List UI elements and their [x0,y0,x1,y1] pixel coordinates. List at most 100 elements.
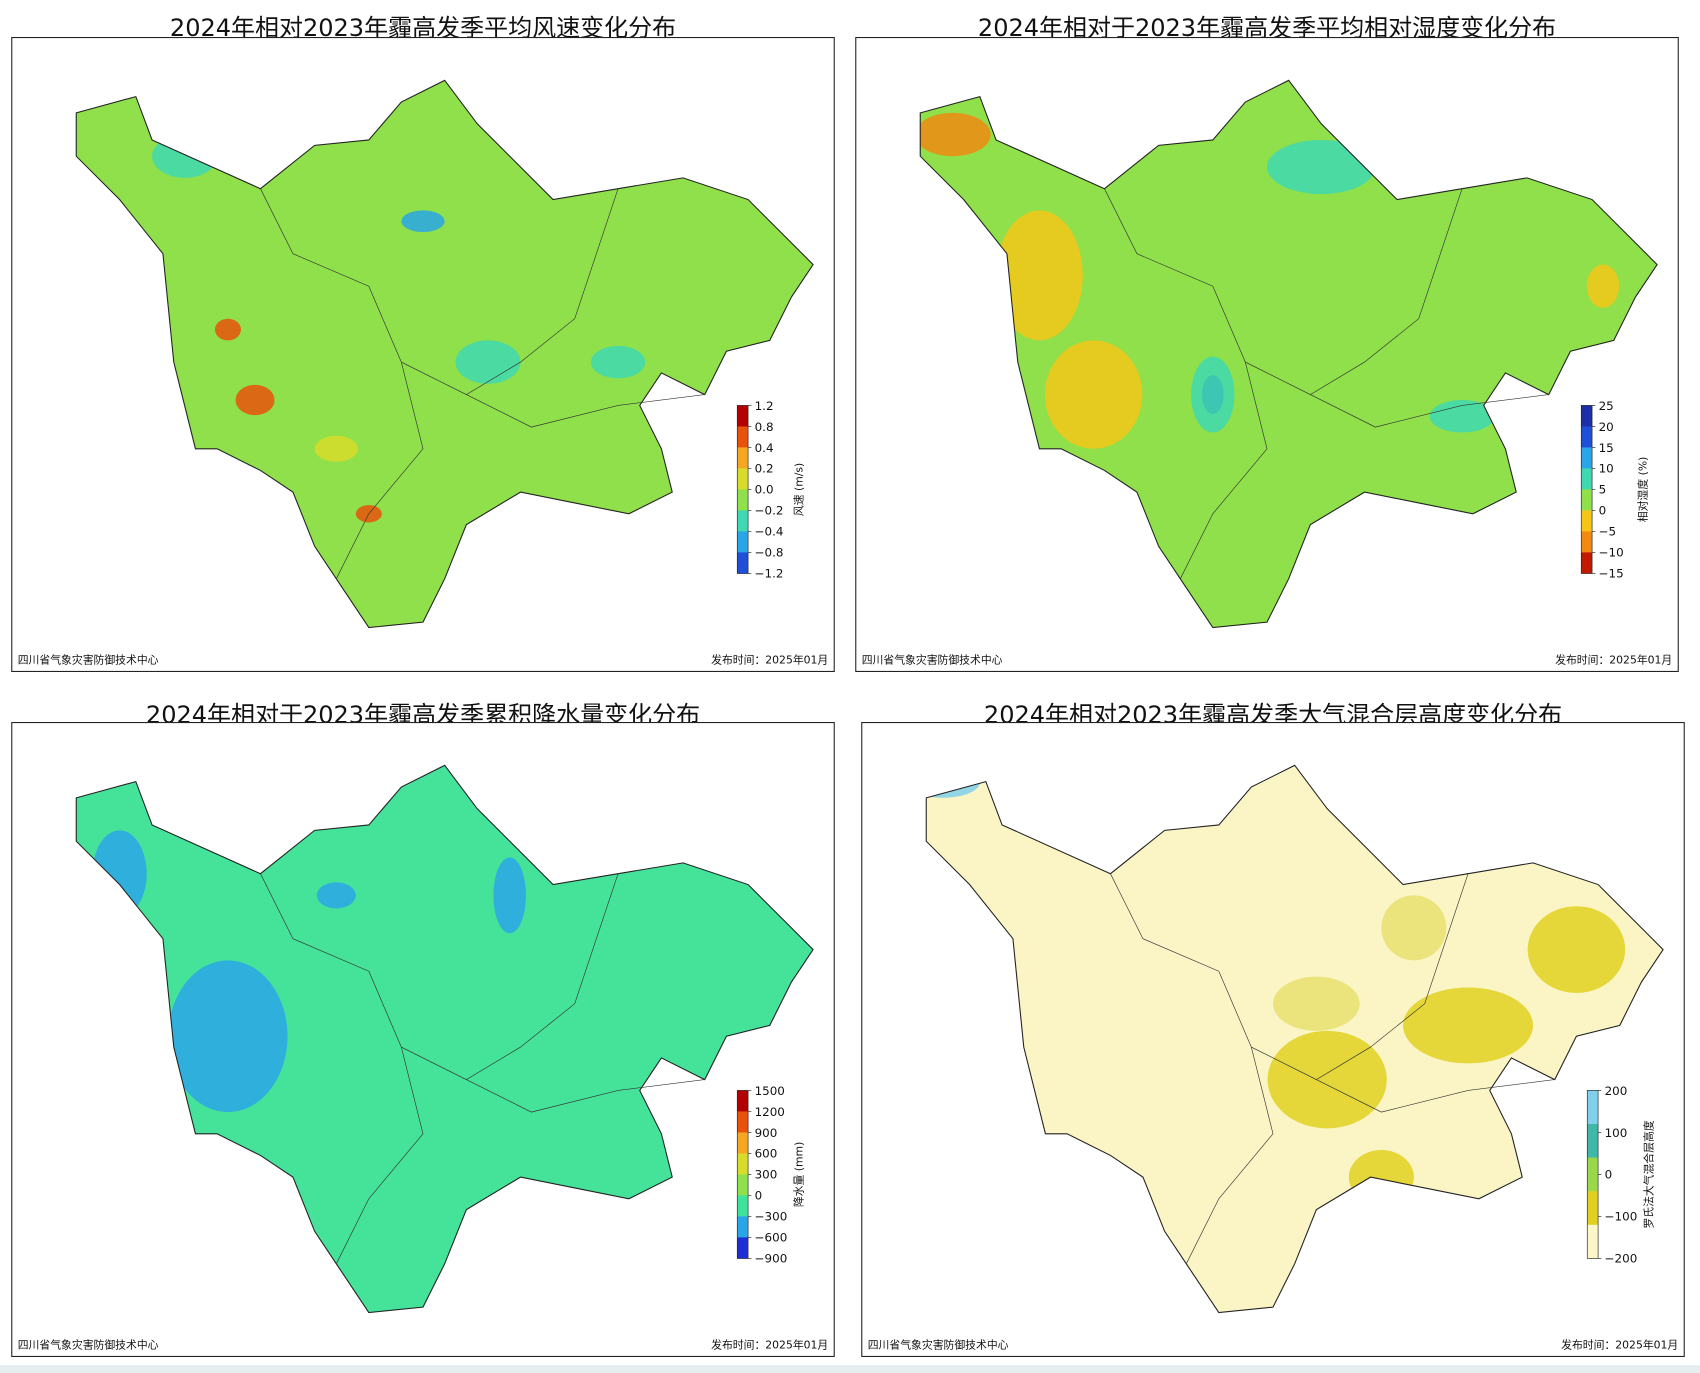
shading-patch [1044,340,1143,449]
colorbar-tick-label: 10 [1599,462,1614,476]
colorbar-tick-label: −0.4 [755,525,784,539]
colorbar-tick-label: −5 [1599,525,1617,539]
colorbar-tick-label: −15 [1599,567,1624,581]
city-border [1316,1079,1555,1113]
map-panel: 1500 1200 900 600 300 0 −300 −600 −900 降水量 (mm) 四川… [11,722,835,1357]
colorbar-segment [737,1090,749,1112]
footer-right: 发布时间：2025年01月 [711,652,828,666]
shading-patch [1381,895,1447,961]
city-border [1110,873,1469,1080]
colorbar-tick-label: 0.2 [755,462,774,476]
footer-left: 四川省气象灾害防御技术中心 [862,652,1003,666]
colorbar-tick-label: −300 [755,1210,788,1224]
colorbar-segment [737,1216,749,1238]
footer-right: 发布时间：2025年01月 [1555,652,1672,666]
colorbar-label: 罗氏法大气混合层高度 [1641,1120,1655,1228]
colorbar-segment [1587,1124,1599,1158]
footer-left: 四川省气象灾害防御技术中心 [18,652,159,666]
colorbar-tick-label: 100 [1605,1126,1628,1140]
shading-patch [1586,264,1620,308]
shading-patch [168,960,288,1113]
city-border [336,1047,424,1264]
colorbar-tick-label: 25 [1599,399,1614,413]
shading-patch [214,318,241,341]
colorbar-segment [1581,531,1593,553]
colorbar-segment [1581,510,1593,532]
colorbar-segment [737,1111,749,1133]
city-border [466,394,705,428]
colorbar-tick-label: −200 [1605,1252,1638,1266]
colorbar-tick-label: −0.2 [755,504,784,518]
colorbar-segment [1581,447,1593,469]
city-border [466,1079,705,1113]
province-border [75,764,814,1314]
colorbar-tick-label: 200 [1605,1084,1628,1098]
colorbar-segment [737,1195,749,1217]
province-area [76,765,814,1313]
colorbar-segment [737,405,749,427]
colorbar-tick-label: −100 [1605,1210,1638,1224]
shading-patch [996,210,1083,341]
city-border [260,873,619,1080]
window-edge [0,1365,1700,1373]
shading-patch [1267,1030,1387,1129]
shading-patch [455,340,521,384]
shading-patch [1527,906,1626,993]
map-shading [920,112,1620,449]
colorbar-segment [737,1237,749,1259]
shading-patch [1403,987,1534,1064]
colorbar-segment [1581,405,1593,427]
colorbar-tick-label: 20 [1599,420,1614,434]
footer-left: 四川省气象灾害防御技术中心 [18,1337,159,1351]
colorbar-segment [737,552,749,574]
colorbar-tick-label: 15 [1599,441,1614,455]
colorbar-segment [1587,1090,1599,1125]
province-area [76,80,814,628]
colorbar-segment [737,447,749,469]
colorbar-segment [1587,1157,1599,1192]
shading-patch [314,435,358,462]
colorbar-segment [737,426,749,448]
colorbar-tick-label: 600 [755,1147,778,1161]
map-panel: 1.2 0.8 0.4 0.2 0.0 −0.2 −0.4 −0.8 −1.2 风速 (m/s) 四… [11,37,835,672]
shading-patch [493,857,526,934]
province-border [75,79,814,629]
shading-patch [920,112,991,157]
map-shading [92,797,537,1113]
colorbar-tick-label: 1500 [755,1084,785,1098]
city-border [1186,1047,1274,1264]
colorbar-segment [737,489,749,511]
colorbar-tick-label: −1.2 [755,567,784,581]
colorbar-segment [737,1153,749,1175]
shading-patch [1273,976,1360,1031]
province-border [919,79,1658,629]
colorbar-segment [1581,468,1593,490]
colorbar-segment [1581,489,1593,511]
shading-patch [1191,356,1235,433]
province-border [925,764,1664,1314]
colorbar-tick-label: 900 [755,1126,778,1140]
colorbar-tick-label: 0.8 [755,420,774,434]
colorbar-segment [737,510,749,532]
footer-right: 发布时间：2025年01月 [711,1337,828,1351]
colorbar-segment [737,1132,749,1154]
shading-patch [401,210,445,233]
colorbar-label: 相对湿度 (%) [1635,457,1649,523]
colorbar-tick-label: 0 [1605,1168,1613,1182]
colorbar-tick-label: 5 [1599,483,1607,497]
colorbar-label: 风速 (m/s) [792,463,805,516]
colorbar-label: 降水量 (mm) [791,1142,805,1207]
colorbar-tick-label: 0.0 [755,483,774,497]
colorbar-tick-label: −900 [755,1252,788,1266]
province-area [920,80,1658,628]
colorbar-segment [1581,552,1593,574]
city-border [1104,188,1463,395]
shading-patch [1429,400,1495,433]
shading-patch [590,345,646,379]
colorbar-tick-label: 0 [755,1189,763,1203]
city-border [1180,362,1268,579]
city-border [260,188,619,395]
map-shading [926,765,1626,1205]
colorbar-segment [737,1174,749,1196]
